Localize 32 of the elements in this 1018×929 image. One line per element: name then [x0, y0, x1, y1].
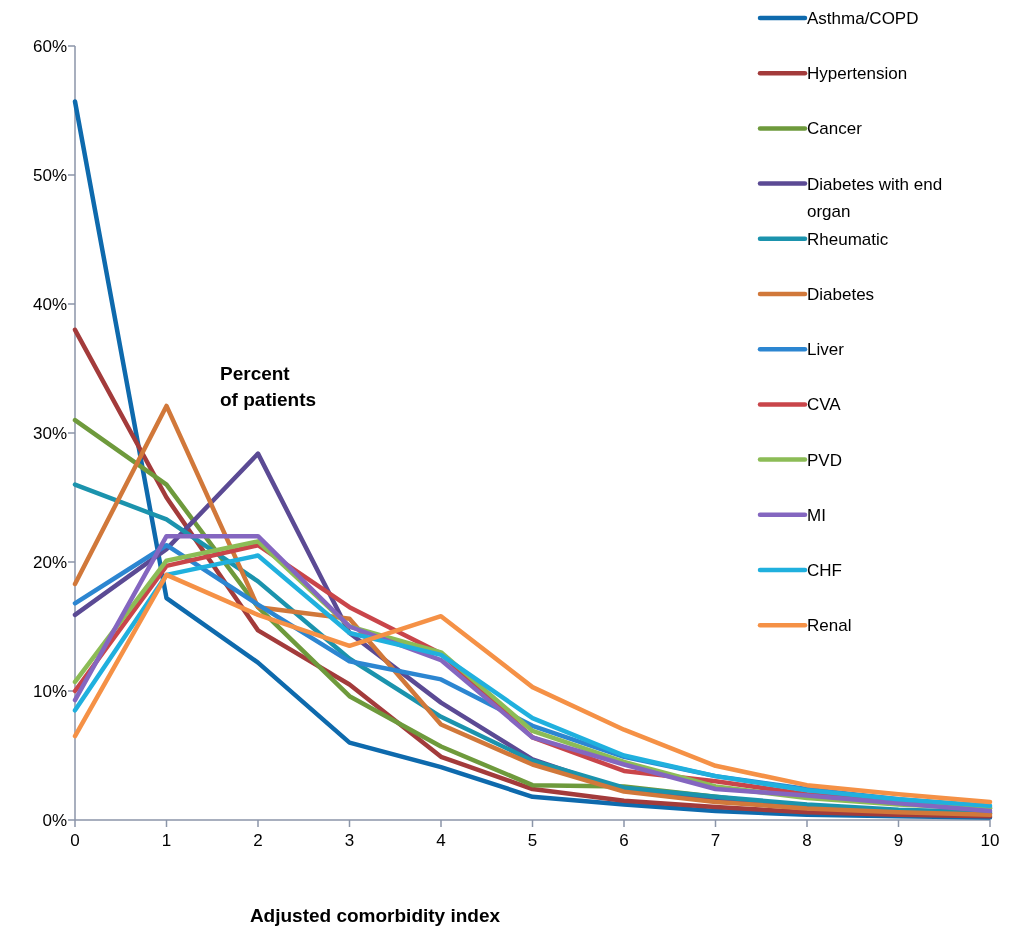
- legend-label: Diabetes: [807, 284, 875, 304]
- y-tick-label: 50%: [32, 165, 67, 185]
- legend-label: MI: [807, 505, 826, 525]
- legend-label: CVA: [807, 395, 842, 415]
- y-tick-label: 20%: [32, 552, 67, 572]
- y-tick-label: 0%: [42, 810, 67, 830]
- x-tick-label: 2: [253, 831, 263, 850]
- x-tick-label: 7: [710, 831, 721, 850]
- y-tick-label: 60%: [32, 36, 67, 56]
- y-axis-title: Percent of patients: [220, 363, 317, 410]
- legend-label: Hypertension: [807, 64, 908, 84]
- x-axis-title: Adjusted comorbidity index: [249, 905, 501, 926]
- x-tick-label: 8: [802, 831, 812, 850]
- legend-label: Diabetes with end organ: [807, 174, 943, 221]
- x-tick-label: 6: [619, 831, 629, 850]
- x-tick-label: 0: [70, 831, 80, 850]
- x-tick-label: 10: [980, 831, 1000, 850]
- y-tick-label: 10%: [32, 681, 67, 701]
- x-tick-label: 4: [436, 831, 446, 850]
- legend-label: Cancer: [807, 119, 863, 139]
- legend-label: PVD: [807, 450, 842, 470]
- x-tick-label: 3: [344, 831, 355, 850]
- y-tick-label: 40%: [32, 294, 67, 314]
- x-tick-label: 5: [527, 831, 538, 850]
- legend-label: Renal: [807, 616, 852, 636]
- x-tick-label: 9: [893, 831, 904, 850]
- legend-label: Asthma/COPD: [807, 8, 919, 28]
- x-tick-label: 1: [161, 831, 172, 850]
- legend-label: CHF: [807, 560, 842, 580]
- legend-label: Liver: [807, 340, 845, 360]
- y-tick-label: 30%: [32, 423, 67, 443]
- legend-label: Rheumatic: [807, 229, 889, 249]
